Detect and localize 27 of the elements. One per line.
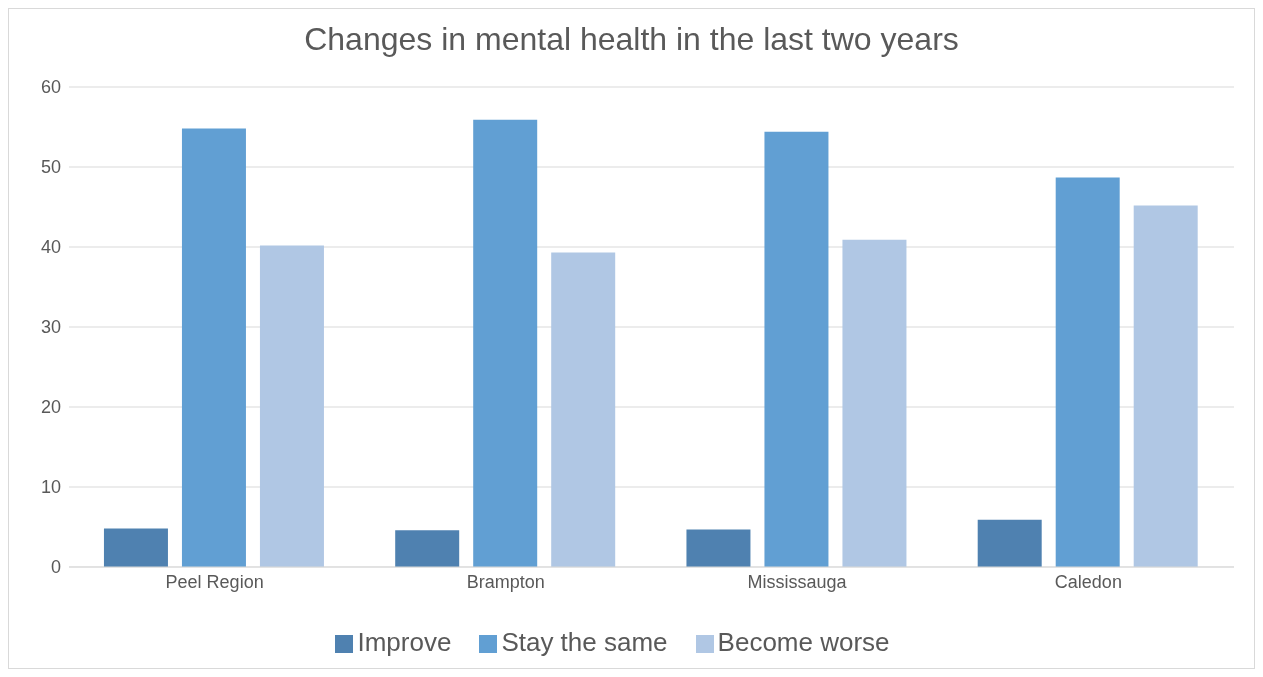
bar bbox=[181, 128, 246, 567]
bar bbox=[977, 519, 1042, 567]
y-tick-label: 60 bbox=[40, 77, 61, 98]
y-tick-label: 50 bbox=[40, 157, 61, 178]
bar bbox=[1133, 205, 1198, 567]
legend-label: Stay the same bbox=[501, 627, 668, 657]
x-tick-label: Brampton bbox=[466, 571, 545, 592]
y-tick-label: 30 bbox=[40, 317, 61, 338]
chart-title: Changes in mental health in the last two years bbox=[303, 20, 960, 59]
bar bbox=[103, 528, 168, 567]
y-tick-label: 20 bbox=[40, 397, 61, 418]
x-tick-label: Mississauga bbox=[747, 571, 848, 592]
x-tick-label: Peel Region bbox=[165, 571, 264, 592]
legend-label: Become worse bbox=[717, 627, 890, 657]
bar bbox=[1055, 177, 1120, 567]
bar bbox=[473, 119, 538, 567]
y-tick-label: 40 bbox=[40, 237, 61, 258]
bar bbox=[259, 245, 324, 567]
bar bbox=[686, 529, 751, 567]
bar bbox=[842, 239, 907, 567]
y-tick-label: 10 bbox=[40, 477, 61, 498]
legend-label: Improve bbox=[357, 627, 452, 657]
x-tick-label: Caledon bbox=[1054, 571, 1122, 592]
bar bbox=[551, 252, 616, 567]
y-tick-label: 0 bbox=[50, 557, 61, 578]
bar bbox=[395, 530, 460, 567]
bar bbox=[764, 131, 829, 567]
